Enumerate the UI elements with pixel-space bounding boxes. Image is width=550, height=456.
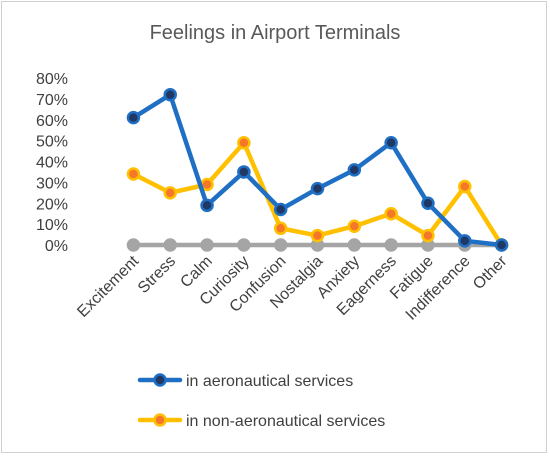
series-point (126, 238, 141, 252)
series-point (200, 198, 214, 213)
series-point (494, 238, 509, 252)
series-point (310, 228, 325, 243)
y-tick-label: 20% (36, 196, 68, 213)
legend-label: in non-aeronautical services (186, 413, 385, 430)
x-tick-label: Other (470, 252, 511, 293)
series-point (384, 238, 398, 252)
y-tick-label: 60% (36, 113, 68, 130)
series-point (273, 221, 288, 236)
series-point (310, 181, 325, 196)
series-point (163, 238, 177, 252)
series-point (237, 135, 251, 150)
y-tick-label: 80% (36, 71, 68, 88)
series-line (131, 92, 504, 248)
series-point (347, 163, 362, 177)
chart-title: Feelings in Airport Terminals (149, 22, 401, 44)
series-point (126, 110, 141, 125)
legend-marker (153, 373, 167, 387)
series-point (384, 206, 398, 221)
legend-marker (153, 413, 167, 427)
y-tick-label: 70% (36, 92, 68, 109)
series-point (347, 238, 362, 252)
y-tick-label: 0% (45, 238, 68, 255)
series-point (237, 165, 251, 179)
series-point (347, 219, 362, 233)
series-point (421, 196, 435, 210)
series-point (458, 234, 472, 248)
legend-label: in aeronautical services (186, 373, 353, 390)
series-point (458, 179, 472, 194)
series-point (163, 87, 177, 102)
x-tick-label: Stress (135, 253, 179, 297)
series-point (200, 238, 214, 252)
series-point (237, 238, 251, 252)
x-tick-label: Excitement (74, 252, 142, 320)
series-point (273, 238, 288, 252)
series-point (163, 186, 177, 200)
series-point (273, 202, 288, 217)
y-tick-label: 30% (36, 175, 68, 192)
series-point (126, 167, 141, 181)
y-tick-label: 50% (36, 134, 68, 151)
series-point (384, 135, 398, 150)
y-tick-label: 40% (36, 155, 68, 172)
y-tick-label: 10% (36, 217, 68, 234)
series-point (421, 228, 435, 243)
